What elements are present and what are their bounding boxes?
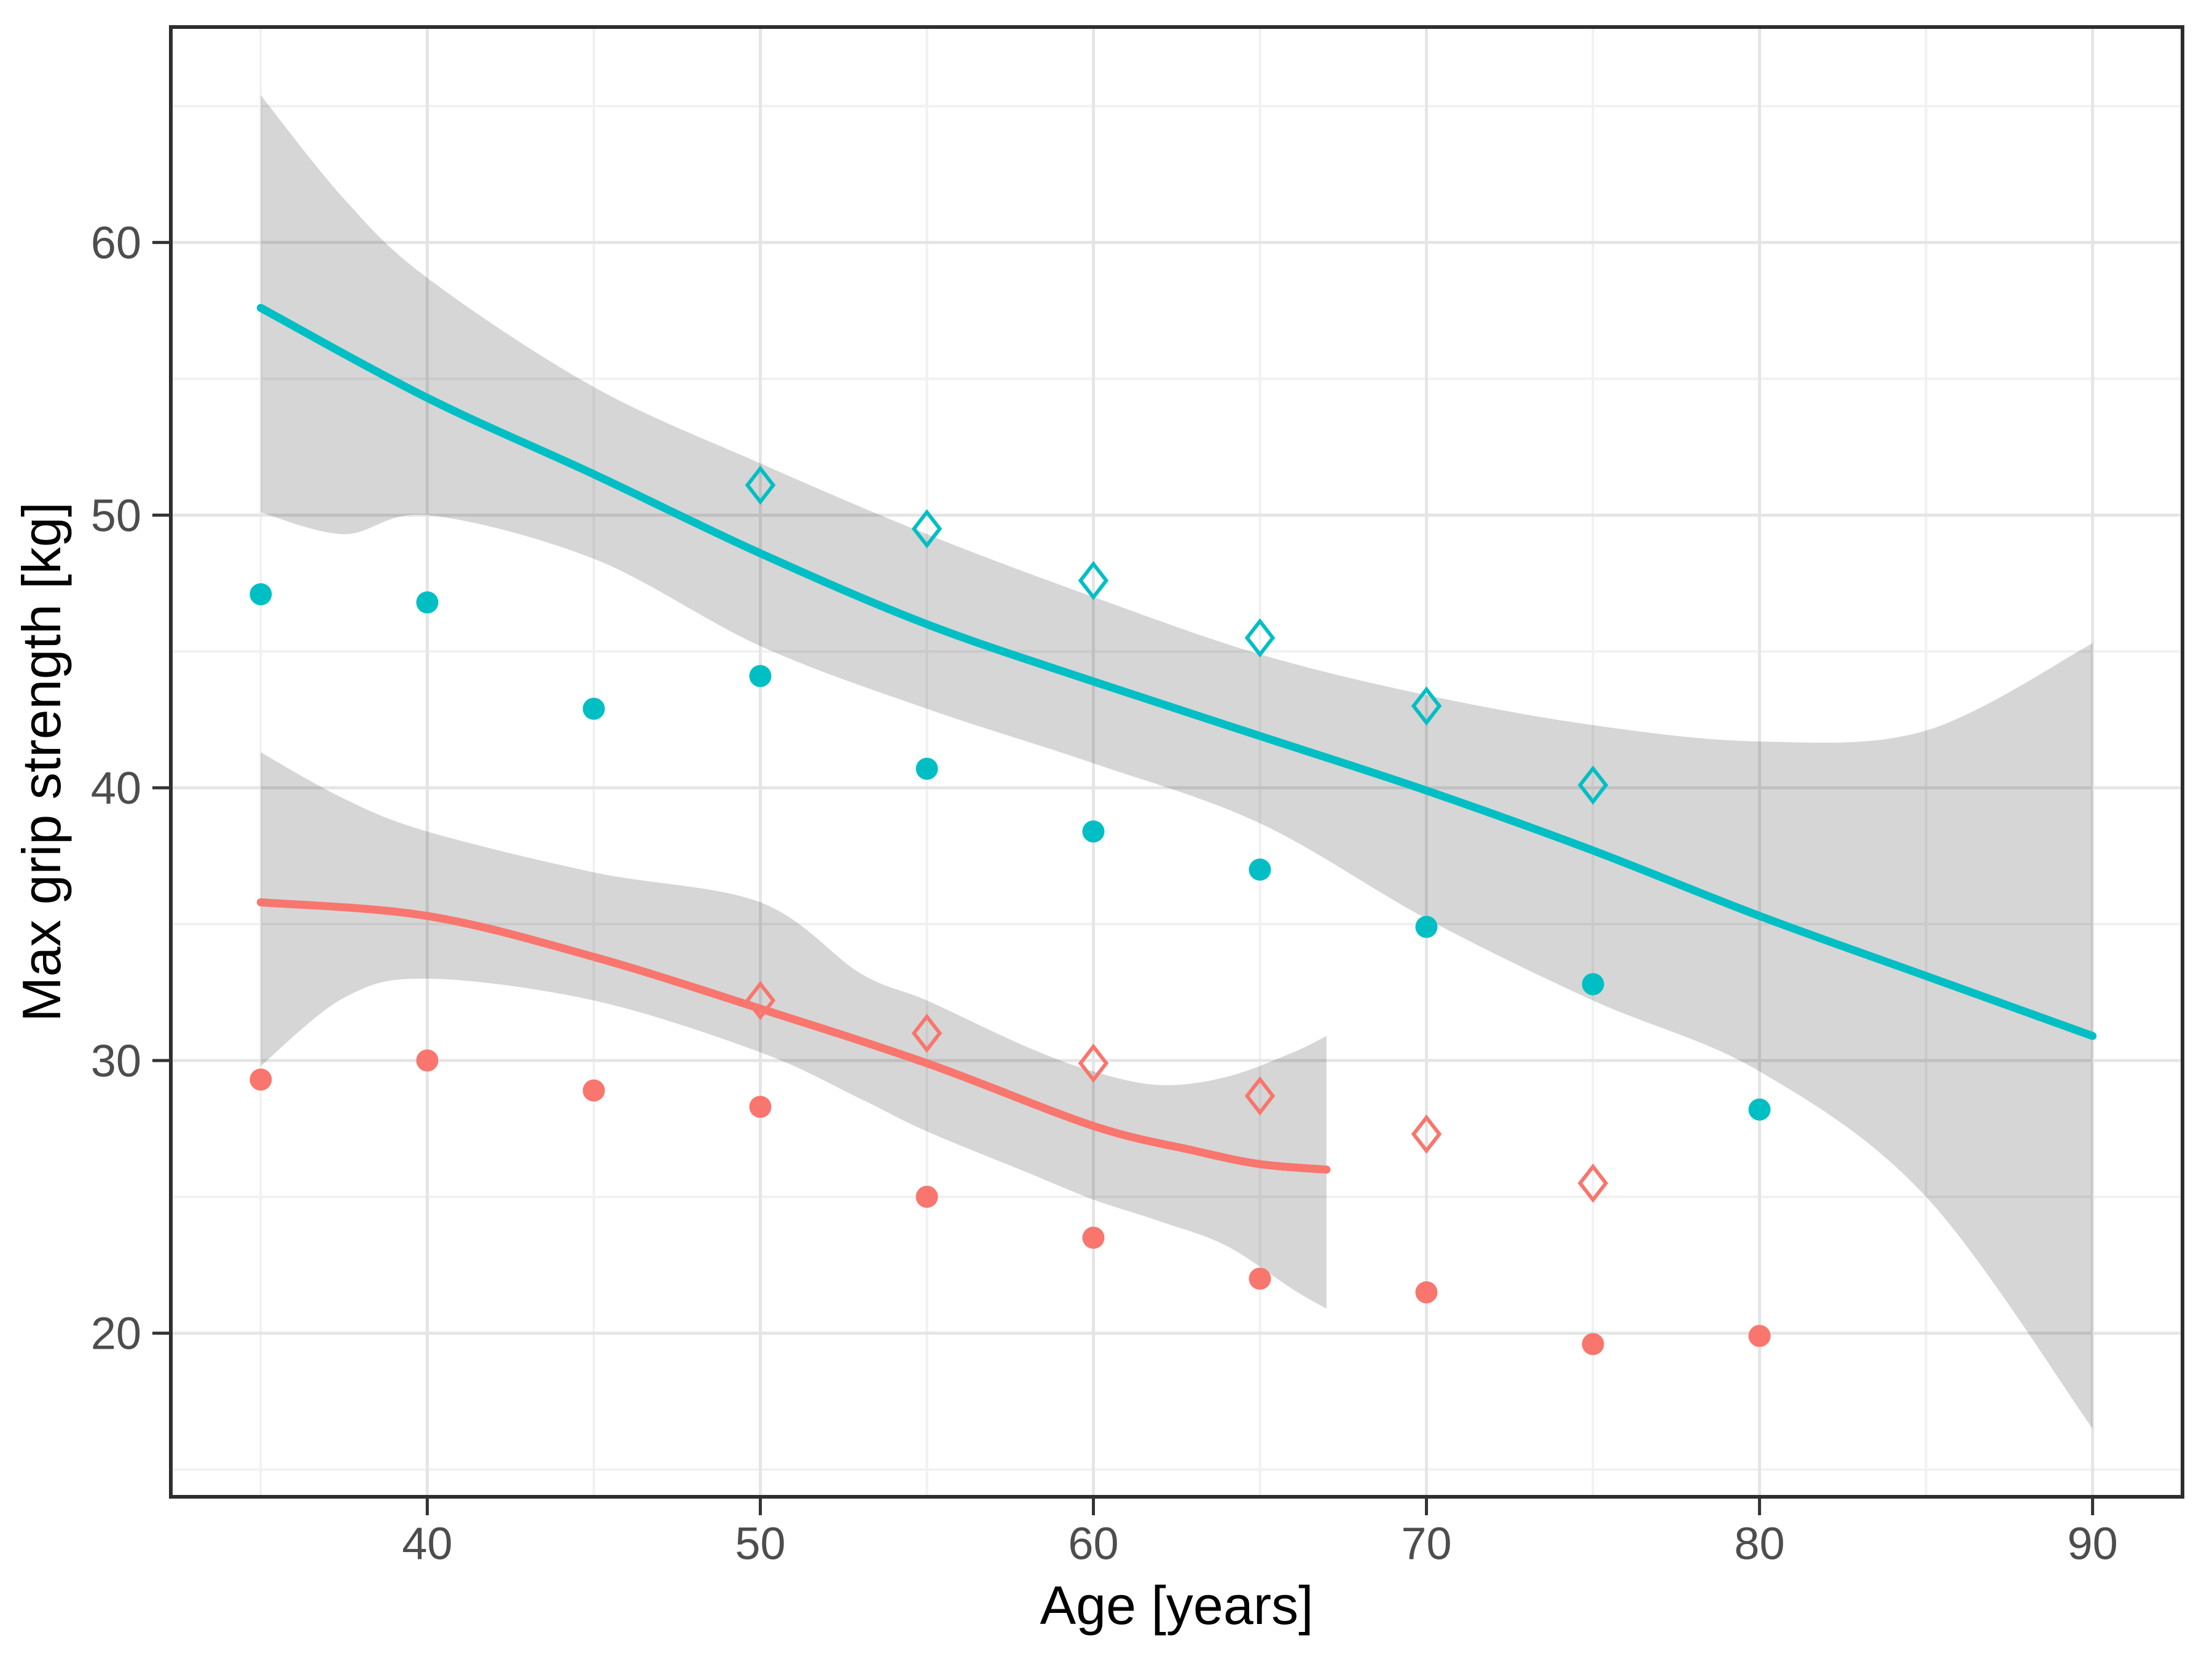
data-point-diamond <box>1577 765 1609 805</box>
data-points <box>249 465 1771 1355</box>
data-point-circle <box>1249 1268 1271 1290</box>
data-point-circle <box>1582 1333 1604 1355</box>
y-tick-label: 30 <box>91 1035 141 1086</box>
data-point-circle <box>582 1079 605 1102</box>
data-point-diamond <box>911 1013 943 1053</box>
data-point-diamond <box>1411 686 1442 726</box>
teal-filled-circles <box>249 583 1771 1121</box>
y-tick-label: 60 <box>91 217 141 268</box>
red-filled-circles <box>249 1049 1771 1355</box>
x-tick-label: 50 <box>735 1518 785 1569</box>
data-point-circle <box>1415 916 1438 938</box>
x-axis-title: Age [years] <box>1040 1575 1314 1636</box>
data-point-circle <box>916 758 938 780</box>
data-point-circle <box>749 665 772 688</box>
data-point-circle <box>749 1096 772 1118</box>
data-point-circle <box>1082 820 1105 843</box>
red-loess-line <box>256 898 1331 1174</box>
data-point-circle <box>1582 973 1604 995</box>
data-point-circle <box>249 583 272 606</box>
data-point-diamond <box>1244 618 1276 657</box>
data-point-circle <box>1415 1281 1438 1304</box>
y-tick-label: 20 <box>91 1308 141 1359</box>
data-point-diamond <box>1244 1076 1276 1116</box>
axes: 40 50 60 70 80 90 20 30 40 50 60 <box>91 217 2118 1569</box>
x-tick-label: 80 <box>1734 1518 1784 1569</box>
data-point-circle <box>1748 1098 1771 1121</box>
data-point-diamond <box>745 981 776 1021</box>
x-tick-label: 70 <box>1401 1518 1451 1569</box>
confidence-ribbons <box>261 95 2093 1429</box>
y-tick-label: 50 <box>91 490 141 541</box>
data-point-circle <box>416 1049 439 1072</box>
red-loess-ribbon <box>261 752 1327 1309</box>
x-tick-label: 40 <box>402 1518 452 1569</box>
data-point-circle <box>582 697 605 720</box>
teal-loess-ribbon <box>261 95 2093 1429</box>
y-axis-title: Max grip strength [kg] <box>11 501 72 1022</box>
data-point-diamond <box>1411 1114 1442 1154</box>
y-tick-label: 40 <box>91 763 141 814</box>
data-point-diamond <box>1577 1163 1609 1203</box>
data-point-diamond <box>1078 560 1109 600</box>
data-point-circle <box>1748 1325 1771 1347</box>
gridlines <box>171 27 2183 1497</box>
red-open-diamonds <box>745 981 1609 1203</box>
smooth-lines <box>256 304 2097 1174</box>
teal-loess-line <box>256 304 2097 1040</box>
teal-open-diamonds <box>745 465 1609 805</box>
x-tick-label: 60 <box>1068 1518 1118 1569</box>
data-point-circle <box>416 591 439 614</box>
data-point-circle <box>1249 858 1271 881</box>
data-point-diamond <box>1078 1043 1109 1083</box>
data-point-circle <box>249 1069 272 1091</box>
data-point-circle <box>1082 1226 1105 1249</box>
data-point-diamond <box>745 465 776 505</box>
data-point-diamond <box>911 509 943 549</box>
panel-border <box>169 25 2184 1499</box>
x-tick-label: 90 <box>2067 1518 2117 1569</box>
data-point-circle <box>916 1185 938 1208</box>
